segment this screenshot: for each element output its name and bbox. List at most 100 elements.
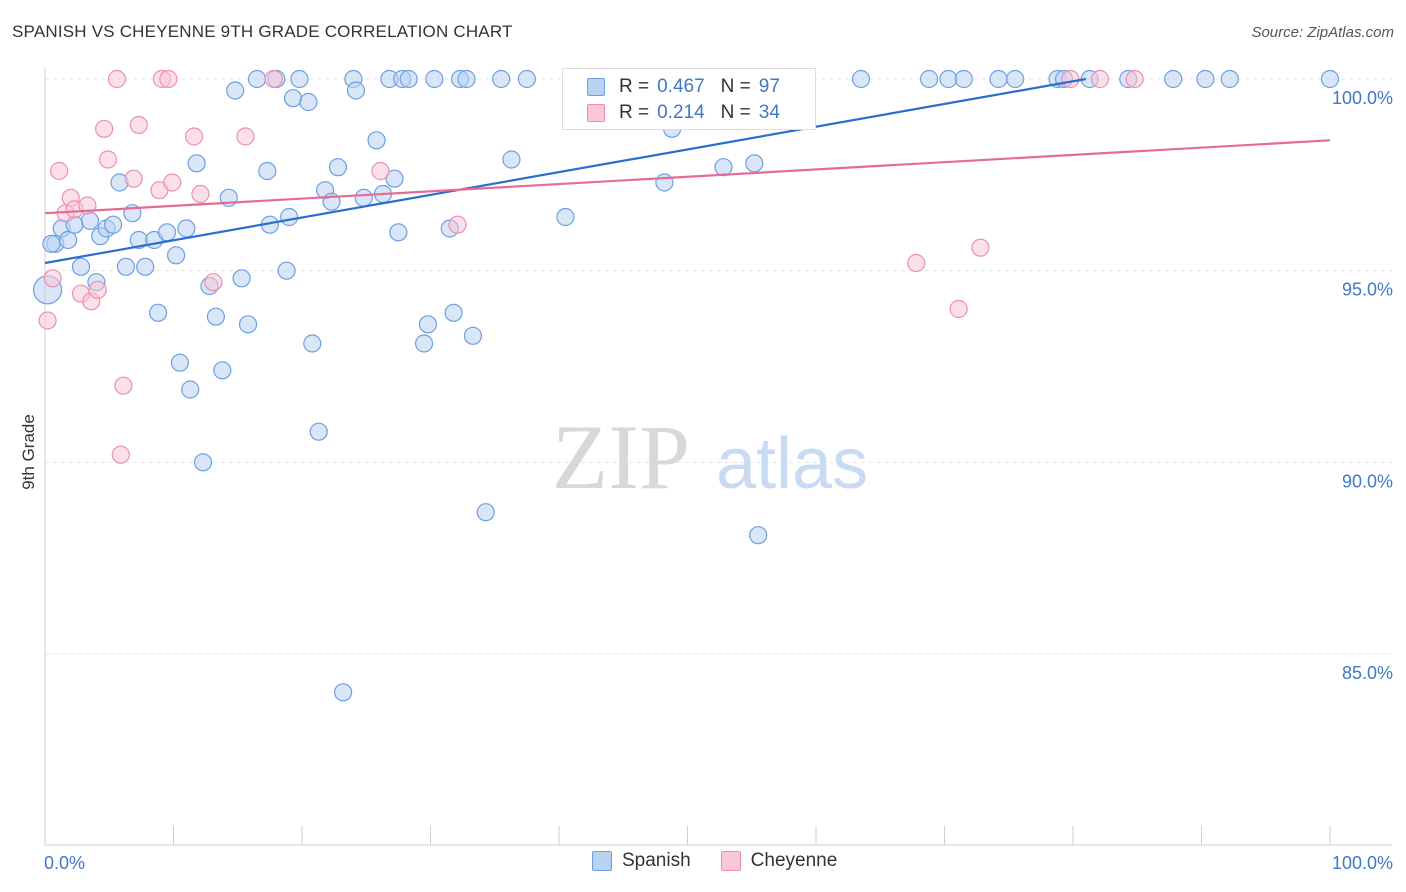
spanish-point: [258, 161, 277, 181]
spanish-point: [247, 69, 267, 89]
spanish-point: [517, 69, 536, 89]
cheyenne-trend-line: [44, 139, 1331, 215]
bottom-legend-spanish: Spanish: [592, 850, 691, 872]
spanish-point: [277, 261, 296, 280]
spanish-point: [354, 188, 373, 207]
spanish-point: [1006, 69, 1025, 89]
cheyenne-point: [1125, 69, 1144, 89]
spanish-point: [170, 353, 190, 372]
axes: [44, 68, 1392, 846]
spanish-point: [181, 380, 200, 399]
spanish-point: [655, 173, 674, 192]
cheyenne-point: [907, 253, 926, 273]
cheyenne-point: [43, 269, 62, 288]
spanish-point: [71, 257, 91, 276]
spanish-point: [136, 257, 155, 276]
spanish-point: [193, 453, 213, 472]
bottom-legend-swatch-spanish: [592, 851, 612, 871]
x-tick-labels: 0.0% 100.0%: [44, 853, 1393, 873]
bottom-legend-swatch-cheyenne: [720, 851, 741, 871]
y-tick-label: 90.0%: [1342, 471, 1393, 491]
spanish-point: [1320, 69, 1340, 89]
spanish-point: [989, 69, 1008, 89]
spanish-point: [299, 92, 318, 112]
cheyenne-point: [1061, 69, 1080, 89]
legend-box: R = 0.467 N = 97 R = 0.214 N = 34: [562, 68, 816, 130]
spanish-point: [919, 69, 939, 89]
spanish-point: [346, 81, 366, 100]
spanish-point: [166, 246, 186, 265]
y-axis-label: 9th Grade: [19, 414, 38, 490]
x-tick-label: 0.0%: [44, 853, 85, 873]
cheyenne-point: [159, 69, 178, 89]
legend-n-label: N =: [720, 102, 751, 123]
cheyenne-point: [129, 115, 148, 135]
spanish-point: [502, 150, 521, 169]
cheyenne-point: [88, 280, 107, 299]
cheyenne-point: [50, 161, 69, 181]
watermark-zip: ZIP: [552, 406, 690, 508]
cheyenne-point: [191, 184, 210, 204]
spanish-point: [425, 69, 444, 89]
cheyenne-point: [448, 215, 467, 234]
spanish-point: [745, 154, 764, 173]
cheyenne-point: [98, 150, 118, 169]
spanish-point: [1196, 69, 1215, 89]
source-label: Source: ZipAtlas.com: [1251, 24, 1394, 41]
spanish-point: [80, 211, 100, 230]
legend-r-label: R =: [619, 76, 650, 97]
y-tick-label: 100.0%: [1332, 88, 1393, 108]
chart-title: SPANISH VS CHEYENNE 9TH GRADE CORRELATIO…: [12, 22, 513, 41]
spanish-point: [749, 526, 768, 545]
cheyenne-point: [124, 169, 143, 188]
spanish-point: [187, 154, 206, 173]
cheyenne-point: [111, 445, 130, 464]
spanish-point: [954, 69, 973, 89]
spanish-point: [334, 683, 353, 702]
legend-n-label: N =: [720, 76, 751, 97]
spanish-point: [444, 303, 463, 322]
spanish-point: [157, 223, 177, 242]
cheyenne-point: [38, 311, 57, 330]
spanish-point: [59, 230, 78, 250]
spanish-point: [116, 257, 136, 276]
spanish-point: [290, 69, 309, 89]
spanish-point: [283, 89, 303, 108]
y-tick-label: 85.0%: [1342, 663, 1393, 683]
spanish-point: [206, 307, 226, 326]
spanish-point: [232, 269, 251, 288]
spanish-point: [418, 315, 438, 334]
legend-row-spanish: R = 0.467 N = 97: [587, 75, 780, 99]
x-tick-label: 100.0%: [1332, 853, 1393, 873]
spanish-point: [414, 334, 434, 353]
spanish-point: [309, 422, 328, 441]
spanish-point: [104, 215, 123, 234]
legend-r-value: 0.467: [657, 76, 705, 97]
spanish-point: [714, 158, 733, 177]
spanish-point: [226, 81, 245, 100]
spanish-point: [280, 207, 299, 227]
spanish-point: [556, 207, 575, 227]
spanish-point: [42, 234, 61, 253]
cheyenne-point: [971, 238, 990, 257]
y-tick-label: 95.0%: [1342, 280, 1393, 300]
legend-row-cheyenne: R = 0.214 N = 34: [587, 101, 780, 125]
bottom-legend-label-cheyenne: Cheyenne: [750, 850, 838, 871]
legend-n-value: 34: [758, 102, 780, 123]
watermark-atlas: atlas: [716, 424, 868, 504]
spanish-point: [303, 334, 322, 353]
cheyenne-point: [204, 273, 223, 292]
bottom-legend-label-spanish: Spanish: [622, 850, 691, 871]
y-tick-labels: 85.0% 90.0% 95.0% 100.0%: [1332, 88, 1393, 683]
spanish-point: [492, 69, 511, 89]
trend-lines: [44, 77, 1331, 265]
legend-swatch-cheyenne: [587, 104, 605, 122]
cheyenne-point: [107, 69, 127, 89]
spanish-point: [851, 69, 871, 89]
spanish-point: [385, 169, 404, 188]
legend-r-label: R =: [619, 102, 650, 123]
spanish-point: [389, 223, 408, 242]
cheyenne-point: [236, 127, 255, 146]
watermark: ZIP atlas: [552, 406, 868, 508]
